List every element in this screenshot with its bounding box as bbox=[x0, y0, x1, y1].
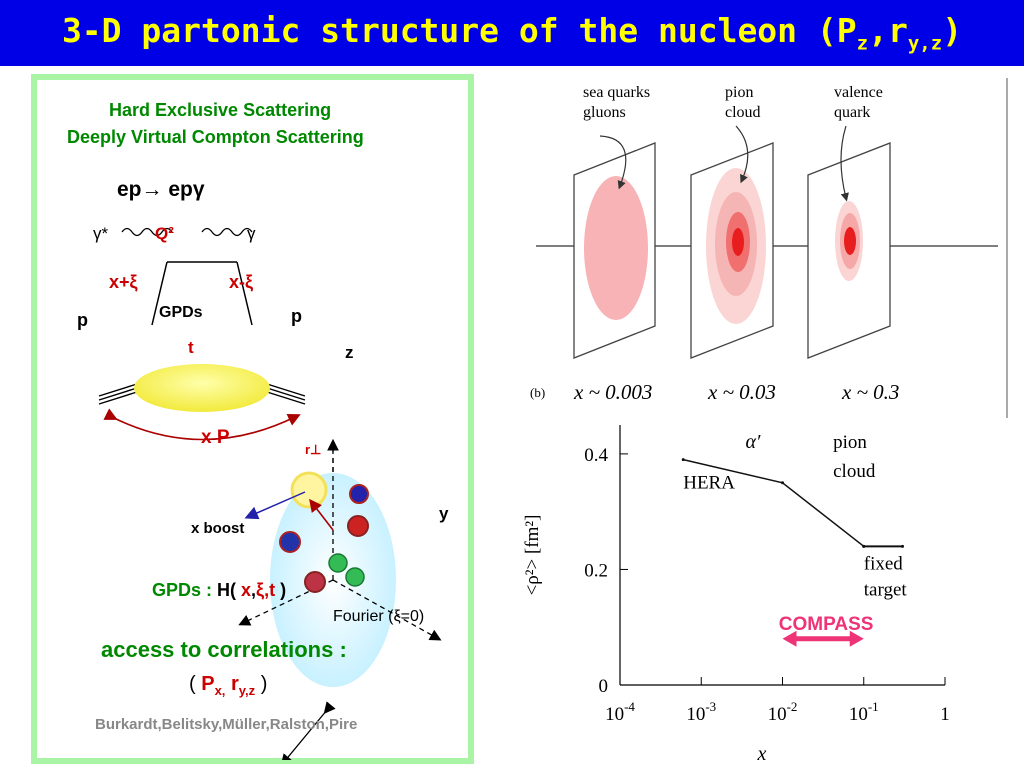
x-tick-label: 1 bbox=[940, 704, 950, 725]
pion-annotation: pion bbox=[833, 432, 867, 453]
compass-arrow-left bbox=[782, 630, 797, 647]
slide-title: 3-D partonic structure of the nucleon (P… bbox=[61, 11, 963, 55]
green-gluon bbox=[328, 553, 348, 573]
reaction-text: ep→ epγ bbox=[117, 178, 205, 201]
correlation-variables: ( Px, ry,z ) bbox=[189, 673, 268, 698]
title-bar: 3-D partonic structure of the nucleon (P… bbox=[0, 0, 1024, 66]
t-label: t bbox=[188, 338, 194, 357]
real-photon-line bbox=[201, 227, 253, 237]
x-value-3: x ~ 0.3 bbox=[842, 380, 900, 404]
hera-annotation: HERA bbox=[683, 473, 735, 494]
x-boost-label: x boost bbox=[191, 520, 245, 537]
x-tick-label: 10-2 bbox=[768, 699, 798, 725]
rho2-chart-svg: 0 0.2 0.4 10-4 10-3 10-2 10-1 1 x <ρ²> [fm²] α′ pio… bbox=[522, 425, 950, 765]
compass-arrow-right bbox=[849, 630, 864, 647]
heading-dvcs: Deeply Virtual Compton Scattering bbox=[67, 127, 364, 147]
red-quark bbox=[347, 515, 369, 537]
divider bbox=[1006, 78, 1008, 418]
x-plus-xi-label: x+ξ bbox=[109, 272, 138, 292]
access-correlations: access to correlations : bbox=[101, 637, 347, 662]
transverse-profile-figure: sea quarks gluons pion cloud valence qua… bbox=[528, 78, 1008, 413]
x-minus-xi-label: x-ξ bbox=[229, 272, 254, 292]
proton-out-label: p bbox=[291, 306, 302, 326]
label-sea-quarks: sea quarks gluons bbox=[583, 84, 651, 121]
x-boost-axis bbox=[238, 579, 334, 626]
alpha-annotation: α′ bbox=[745, 431, 760, 453]
y-axis bbox=[332, 579, 442, 641]
authors-credit: Burkardt,Belitsky,Müller,Ralston,Pire bbox=[95, 716, 358, 733]
profile-planes bbox=[536, 125, 998, 359]
data-point bbox=[681, 458, 685, 462]
x-value-2: x ~ 0.03 bbox=[708, 380, 776, 404]
r-perp-arrow bbox=[309, 498, 334, 531]
dvcs-diagram bbox=[98, 227, 442, 760]
x-value-1: x ~ 0.003 bbox=[574, 380, 653, 404]
fixed-annotation: fixed bbox=[864, 553, 904, 574]
cloud-annotation: cloud bbox=[833, 461, 876, 482]
panel-tag-b: (b) bbox=[530, 385, 546, 400]
xp-label: x P bbox=[201, 427, 230, 448]
t-arrow bbox=[103, 408, 301, 441]
blue-quark bbox=[349, 484, 369, 504]
fourier-label: Fourier (ξ=0) bbox=[333, 608, 425, 625]
q2-label: Q² bbox=[155, 224, 174, 243]
gpds-blob bbox=[134, 364, 270, 412]
x-axis-title: x bbox=[757, 743, 767, 765]
gamma-star-label: γ* bbox=[93, 224, 109, 243]
y-tick-label: 0.2 bbox=[584, 560, 608, 581]
data-point bbox=[901, 544, 905, 548]
xp-arrow bbox=[244, 491, 306, 520]
valence-quark-blob bbox=[844, 227, 856, 255]
gpds-oval-label: GPDs bbox=[159, 304, 203, 321]
pion-cloud-blob bbox=[732, 228, 744, 256]
gpds-formula: GPDs : H( x,ξ,t ) bbox=[152, 580, 287, 600]
blue-quark-2 bbox=[279, 531, 301, 553]
compass-label: COMPASS bbox=[779, 614, 874, 635]
y-tick-label: 0.4 bbox=[584, 445, 608, 466]
dvcs-panel: Hard Exclusive Scattering Deeply Virtual… bbox=[31, 74, 474, 764]
target-annotation: target bbox=[864, 579, 908, 600]
active-parton bbox=[290, 471, 328, 509]
green-gluon-2 bbox=[345, 567, 365, 587]
sea-quark-blob bbox=[584, 176, 648, 320]
data-point bbox=[862, 544, 866, 548]
data-point bbox=[781, 481, 784, 485]
label-pion-cloud: pion cloud bbox=[725, 84, 761, 121]
proton-in-label: p bbox=[77, 310, 88, 330]
fourier-arrow bbox=[280, 701, 336, 760]
heading-hard-exclusive: Hard Exclusive Scattering bbox=[109, 100, 332, 120]
rho2-chart: 0 0.2 0.4 10-4 10-3 10-2 10-1 1 x <ρ²> [fm²] α′ pio… bbox=[500, 420, 1010, 765]
r-perp-label: r⊥ bbox=[305, 442, 322, 457]
virtual-photon-line bbox=[121, 227, 173, 237]
red-quark-2 bbox=[304, 571, 326, 593]
y-axis-title: <ρ²> [fm²] bbox=[522, 515, 543, 596]
x-tick-label: 10-1 bbox=[849, 699, 879, 725]
label-valence-quark: valence quark bbox=[834, 84, 883, 121]
y-tick-label: 0 bbox=[599, 676, 609, 697]
x-tick-label: 10-4 bbox=[605, 699, 635, 725]
y-axis-label: y bbox=[439, 504, 449, 523]
z-axis-label: z bbox=[345, 343, 354, 362]
gamma-label: γ bbox=[247, 224, 256, 243]
x-tick-label: 10-3 bbox=[686, 699, 716, 725]
